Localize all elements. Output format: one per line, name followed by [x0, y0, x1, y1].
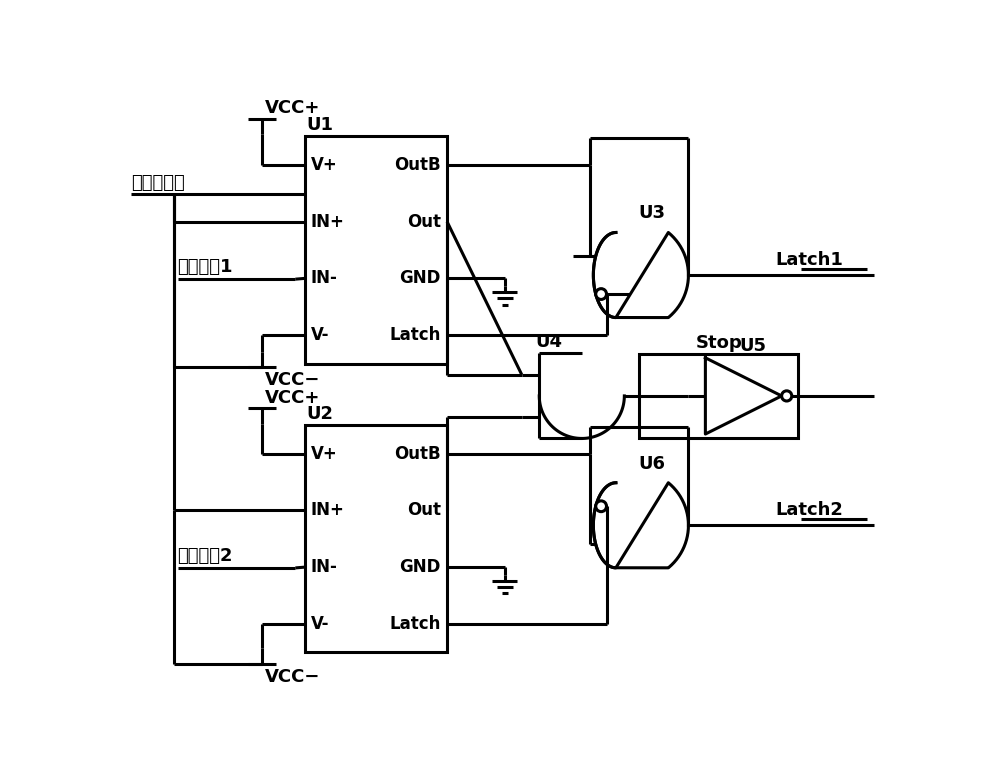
Circle shape — [596, 501, 607, 512]
Text: Out: Out — [407, 212, 441, 230]
Text: IN+: IN+ — [311, 501, 345, 519]
Bar — [305, 425, 447, 652]
Text: GND: GND — [400, 558, 441, 576]
Text: U6: U6 — [638, 455, 665, 473]
Text: Latch2: Latch2 — [776, 501, 844, 519]
Text: Out: Out — [407, 501, 441, 519]
Text: VCC+: VCC+ — [265, 389, 321, 407]
Text: Latch1: Latch1 — [776, 251, 844, 269]
Text: V+: V+ — [311, 156, 338, 174]
Text: IN-: IN- — [311, 558, 338, 576]
Text: GND: GND — [400, 270, 441, 288]
Text: OutB: OutB — [394, 156, 441, 174]
Circle shape — [596, 289, 607, 299]
Text: V+: V+ — [311, 445, 338, 463]
Text: IN-: IN- — [311, 270, 338, 288]
Text: U3: U3 — [638, 205, 665, 223]
Text: U1: U1 — [306, 116, 333, 134]
Text: VCC−: VCC− — [265, 372, 321, 390]
Text: V-: V- — [311, 615, 329, 633]
Text: 超声波信号: 超声波信号 — [131, 174, 185, 192]
Text: Stop: Stop — [695, 334, 742, 352]
Text: U5: U5 — [739, 337, 766, 355]
Text: Latch: Latch — [390, 326, 441, 344]
Bar — [639, 354, 798, 438]
Text: Latch: Latch — [390, 615, 441, 633]
Text: 检测阈值2: 检测阈值2 — [178, 546, 233, 564]
Text: 检测阈值1: 检测阈值1 — [178, 258, 233, 276]
Text: U2: U2 — [306, 405, 333, 423]
Bar — [305, 136, 447, 364]
Text: IN+: IN+ — [311, 212, 345, 230]
Text: U4: U4 — [535, 333, 562, 351]
Text: VCC−: VCC− — [265, 668, 321, 686]
Text: V-: V- — [311, 326, 329, 344]
Text: VCC+: VCC+ — [265, 100, 321, 117]
Text: OutB: OutB — [394, 445, 441, 463]
